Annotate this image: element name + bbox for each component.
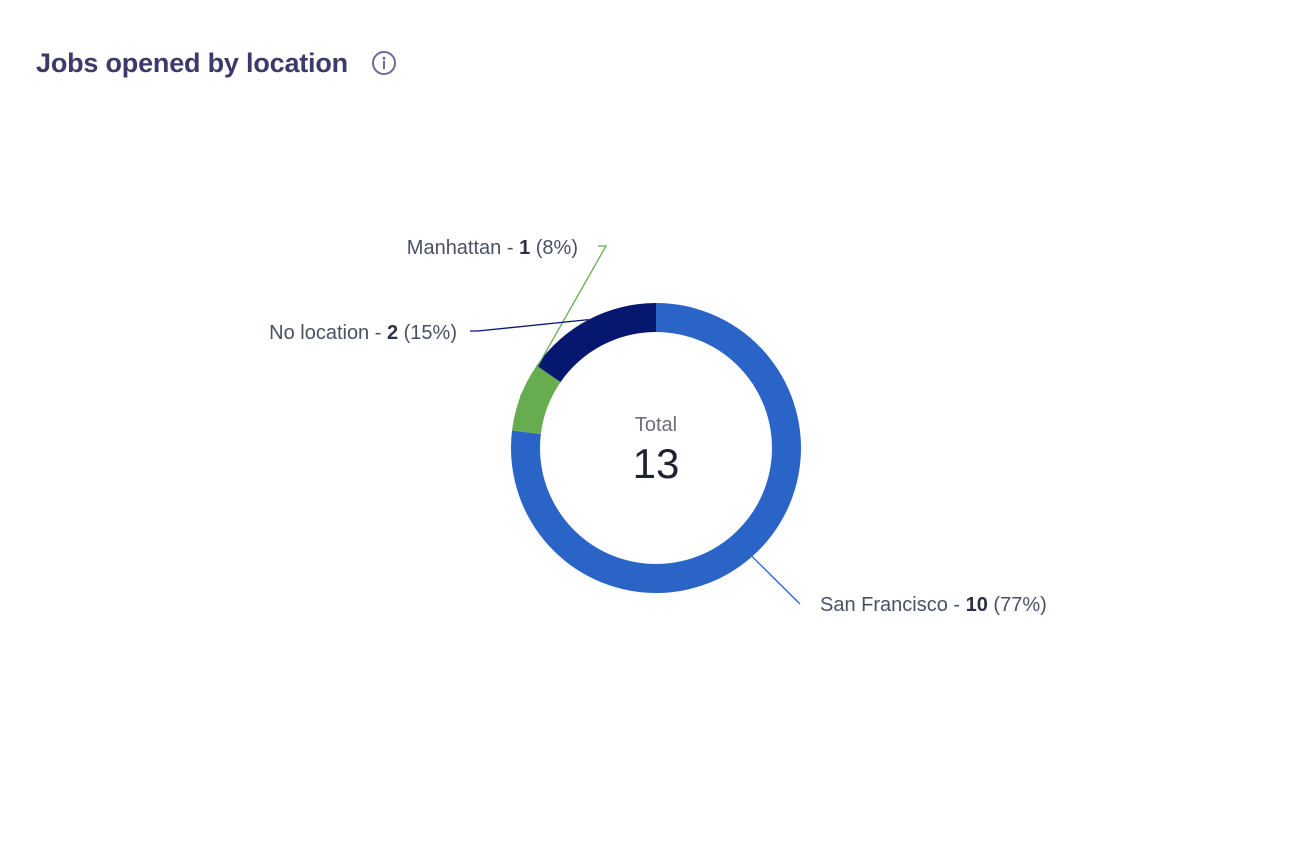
chart-header: Jobs opened by location — [36, 44, 398, 82]
leader-line-san-francisco — [751, 556, 801, 605]
slice-label-manhattan: Manhattan - 1 (8%) — [407, 237, 578, 259]
slice-manhattan[interactable] — [512, 365, 561, 435]
chart-title: Jobs opened by location — [36, 47, 348, 78]
info-icon[interactable] — [370, 49, 398, 77]
slice-label-percent: (8%) — [530, 237, 578, 259]
info-circle-icon — [371, 51, 396, 75]
slice-labels: San Francisco - 10 (77%) Manhattan - 1 (8… — [269, 237, 1047, 616]
leader-line-no-location — [470, 318, 589, 332]
leader-lines — [470, 245, 801, 605]
slice-label-name: San Francisco - — [820, 594, 966, 616]
slice-label-value: 10 — [966, 594, 988, 616]
slice-label-san-francisco: San Francisco - 10 (77%) — [820, 594, 1047, 616]
slice-no-location[interactable] — [536, 303, 656, 383]
slice-label-name: No location - — [269, 322, 387, 344]
center-total-label: Total — [635, 414, 677, 436]
donut-slices — [510, 303, 801, 593]
slice-label-percent: (15%) — [398, 322, 457, 344]
slice-label-name: Manhattan - — [407, 237, 519, 259]
center-total-value: 13 — [633, 440, 680, 487]
slice-label-no-location: No location - 2 (15%) — [269, 322, 457, 344]
slice-label-value: 1 — [519, 237, 530, 259]
leader-line-manhattan — [519, 245, 608, 397]
slice-label-percent: (77%) — [988, 594, 1047, 616]
slice-label-value: 2 — [387, 322, 398, 344]
